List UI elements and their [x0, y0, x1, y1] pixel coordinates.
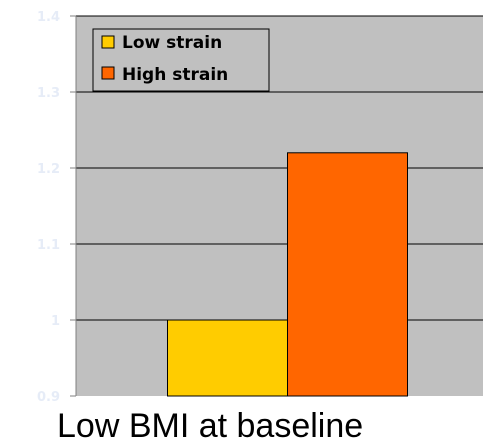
y-tick-label: 1.2: [37, 162, 60, 177]
bars: [167, 152, 408, 397]
y-tick-label: 1.3: [37, 86, 60, 101]
y-tick-label: 1.4: [37, 10, 60, 25]
legend-swatch-low-strain: [101, 35, 115, 49]
legend-label-low-strain: Low strain: [122, 33, 222, 53]
y-axis-ticks: 1.4 1.3 1.2 1.1 1 0.9: [37, 10, 76, 405]
bar-high-strain: [287, 152, 408, 397]
y-tick-label: 0.9: [37, 390, 60, 405]
legend-label-high-strain: High strain: [122, 65, 228, 85]
y-tick-label: 1: [51, 314, 60, 329]
gridlines: [76, 15, 483, 321]
legend: Low strain High strain: [92, 28, 270, 92]
legend-swatch-high-strain: [101, 66, 115, 80]
y-tick-label: 1.1: [37, 238, 60, 253]
legend-box: [92, 28, 270, 92]
bar-low-strain: [167, 319, 288, 397]
x-axis-category-label: Low BMI at baseline: [57, 407, 363, 445]
